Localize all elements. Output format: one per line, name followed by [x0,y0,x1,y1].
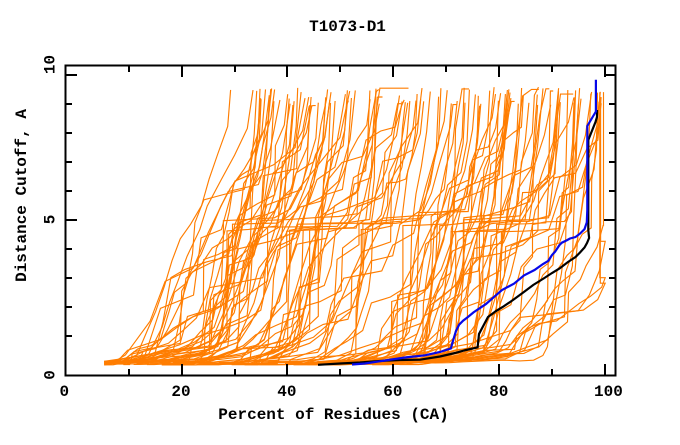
svg-text:40: 40 [277,383,296,401]
svg-text:20: 20 [171,383,190,401]
svg-text:10: 10 [42,55,60,74]
svg-text:5: 5 [42,215,60,225]
svg-text:80: 80 [489,383,508,401]
svg-text:Distance Cutoff, A: Distance Cutoff, A [13,109,31,282]
svg-text:T1073-D1: T1073-D1 [309,18,386,36]
svg-text:60: 60 [383,383,402,401]
svg-text:Percent of Residues (CA): Percent of Residues (CA) [218,406,448,424]
svg-text:0: 0 [59,383,69,401]
svg-text:100: 100 [594,383,623,401]
svg-text:0: 0 [42,370,60,380]
